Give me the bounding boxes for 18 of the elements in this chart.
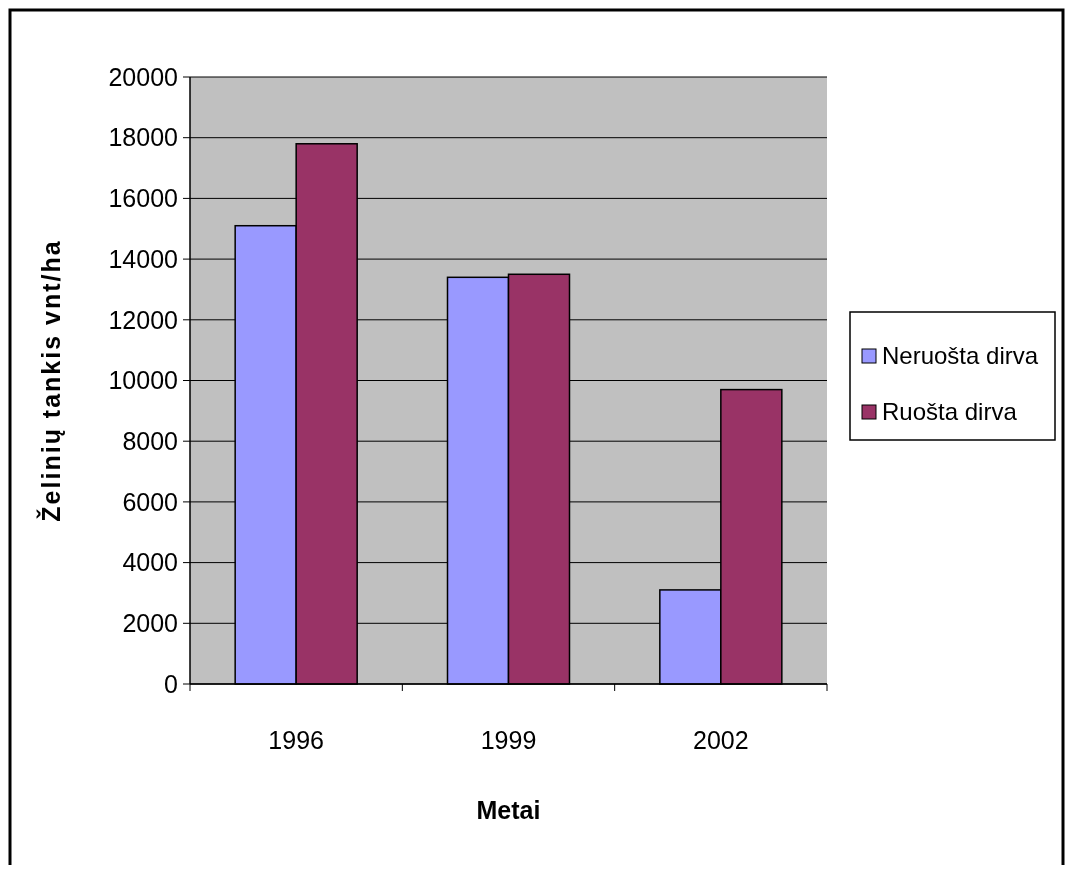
y-tick-label: 2000 <box>122 609 178 638</box>
x-tick-label: 2002 <box>693 726 749 754</box>
y-tick-label: 0 <box>164 669 178 698</box>
x-axis-title: Metai <box>476 796 541 824</box>
x-tick-label: 1999 <box>480 726 537 754</box>
y-tick-label: 20000 <box>108 62 178 91</box>
y-tick-label: 16000 <box>108 184 178 213</box>
y-tick-label: 18000 <box>108 123 178 152</box>
y-tick-label: 4000 <box>122 548 178 577</box>
y-tick-label: 8000 <box>122 426 178 455</box>
y-tick-label: 6000 <box>122 487 178 516</box>
legend-label: Ruošta dirva <box>882 398 1018 426</box>
y-tick-label: 12000 <box>108 305 178 334</box>
y-axis-title: Želinių tankis vnt/ha <box>36 239 65 522</box>
legend-label: Neruošta dirva <box>882 342 1039 370</box>
x-tick-label: 1996 <box>268 726 324 754</box>
y-tick-label: 14000 <box>108 244 178 273</box>
y-tick-label: 10000 <box>108 366 178 395</box>
